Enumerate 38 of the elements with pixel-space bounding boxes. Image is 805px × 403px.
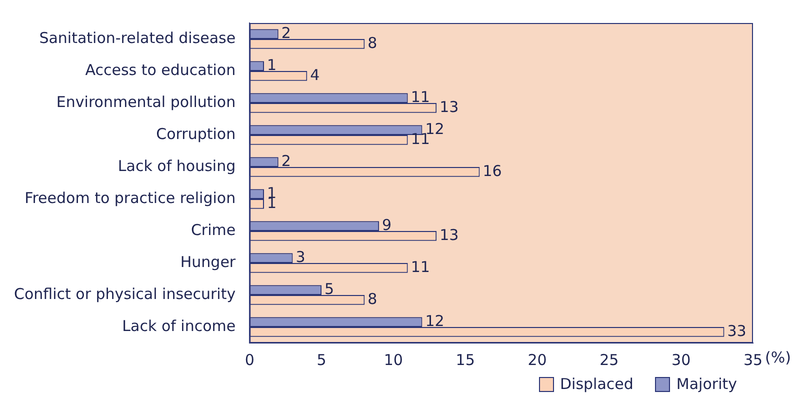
y-tick-label: Crime <box>190 220 236 239</box>
data-label: 33 <box>727 322 746 340</box>
data-label: 3 <box>296 248 306 266</box>
x-tick-label: 10 <box>384 350 403 369</box>
data-label: 8 <box>368 290 378 308</box>
y-tick-label: Corruption <box>156 124 236 143</box>
legend-label: Majority <box>676 375 737 393</box>
y-tick-label: Sanitation-related disease <box>39 28 236 47</box>
y-tick-label: Lack of housing <box>118 156 236 175</box>
y-tick-label: Access to education <box>85 60 236 79</box>
y-tick-label: Lack of income <box>122 316 236 335</box>
x-axis-title: (%) <box>765 348 791 366</box>
y-tick-label: Hunger <box>180 252 236 271</box>
y-tick-label: Freedom to practice religion <box>24 188 236 207</box>
data-label: 2 <box>281 24 291 42</box>
data-label: 1 <box>266 56 277 74</box>
data-label: 12 <box>425 312 444 330</box>
x-tick-label: 30 <box>672 350 691 369</box>
data-label: 4 <box>310 66 320 84</box>
data-label: 2 <box>281 152 291 170</box>
y-tick-label: Environmental pollution <box>56 92 236 111</box>
x-tick-label: 35 <box>743 350 763 369</box>
data-label: 11 <box>410 88 430 106</box>
data-label: 9 <box>382 216 392 234</box>
data-label: 13 <box>440 98 459 116</box>
x-tick-label: 15 <box>456 350 475 369</box>
data-label: 5 <box>324 280 334 298</box>
data-label: 13 <box>440 226 459 244</box>
data-label: 16 <box>482 162 502 180</box>
x-tick-label: 5 <box>316 350 326 369</box>
text: Displaced <box>560 375 634 393</box>
x-tick-label: 0 <box>244 350 254 369</box>
data-label: 12 <box>425 120 444 138</box>
data-label: 11 <box>410 258 430 276</box>
x-tick-label: 25 <box>600 350 619 369</box>
x-tick-label: 20 <box>528 350 547 369</box>
y-tick-label: Conflict or physical insecurity <box>14 284 236 303</box>
data-label: 8 <box>368 34 378 52</box>
